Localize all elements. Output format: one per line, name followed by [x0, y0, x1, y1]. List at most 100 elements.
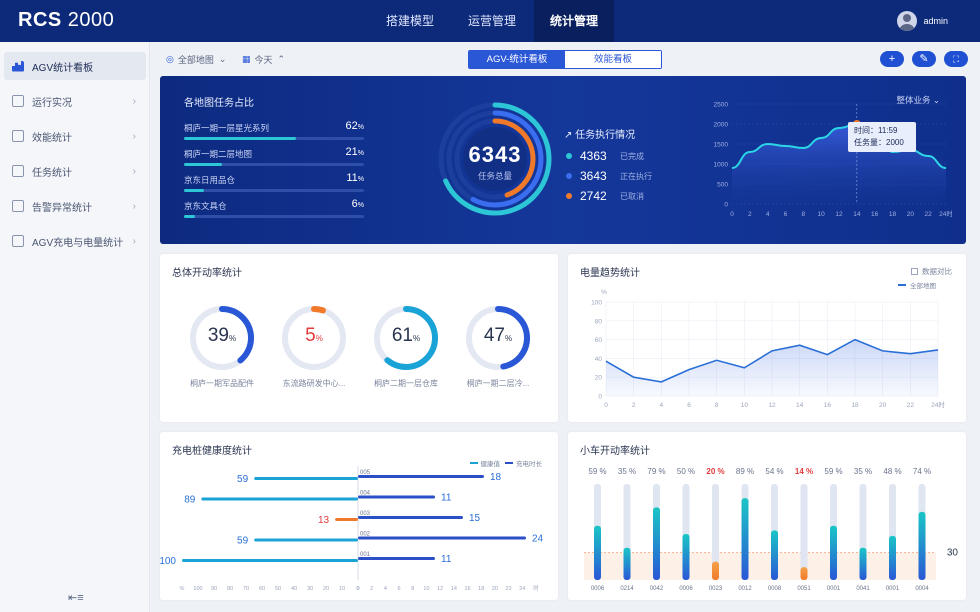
sidebar-item-tasks[interactable]: 任务统计 › [4, 157, 146, 185]
map-share-row: 桐庐一期二层地图 21% [184, 146, 364, 166]
health-bar[interactable] [182, 559, 358, 562]
health-bar[interactable] [254, 477, 358, 480]
x-tick-label: 4 [660, 402, 664, 409]
rate-ring[interactable]: 61% 桐庐二期一层仓库 [372, 304, 440, 388]
car-bar[interactable] [653, 507, 660, 580]
sidebar-item-agv-dashboard[interactable]: AGV统计看板 [4, 52, 146, 80]
x-tick-label: % [180, 586, 185, 592]
car-rate-label: 35 % [618, 467, 636, 476]
document-icon [12, 235, 24, 247]
ring-label: 桐庐一期二层冷... [466, 379, 530, 388]
x-tick-label: 16 [871, 211, 879, 218]
rate-ring[interactable]: 5% 东流路研发中心... [280, 304, 348, 388]
car-bar[interactable] [859, 547, 867, 580]
car-bar[interactable] [623, 547, 631, 580]
health-legend: 健康值 [469, 458, 500, 468]
add-button[interactable]: + [880, 51, 904, 67]
car-rate-label: 59 % [824, 467, 842, 476]
nav-build-model[interactable]: 搭建模型 [385, 14, 434, 28]
rate-ring-graphic [190, 306, 254, 370]
x-tick-label: 10 [423, 586, 429, 592]
nav-operations[interactable]: 运营管理 [467, 14, 516, 28]
rate-ring-graphic [466, 306, 530, 370]
nav-statistics[interactable]: 统计管理 [534, 0, 614, 42]
map-share-label: 桐庐一期二层地图 [184, 149, 253, 159]
car-bar-track [712, 484, 719, 580]
car-rate-label: 50 % [677, 467, 695, 476]
health-bar[interactable] [335, 518, 358, 521]
trend-icon: ↗ [564, 130, 573, 141]
duration-bar[interactable] [358, 475, 484, 478]
x-tick-label: 0 [356, 586, 359, 592]
sidebar: AGV统计看板 运行实况 › 效能统计 › 任务统计 › 告警异常统计 › AG… [0, 42, 150, 612]
charger-id-label: 003 [360, 511, 371, 517]
tooltip-time: 时间：11:59 [854, 126, 898, 135]
tab-efficiency-dashboard[interactable]: 效能看板 [565, 51, 661, 68]
rate-ring-graphic [282, 306, 346, 370]
car-bar[interactable] [918, 511, 926, 580]
map-share-track [184, 163, 364, 166]
car-bar[interactable] [741, 498, 749, 580]
car-id-label: 0006 [679, 586, 693, 592]
car-id-label: 0041 [856, 586, 870, 592]
threshold-zone [584, 552, 936, 580]
duration-bar[interactable] [358, 516, 463, 519]
user-name: admin [923, 16, 948, 26]
duration-bar[interactable] [358, 557, 435, 560]
main-nav: 搭建模型 运营管理 统计管理 [370, 0, 616, 42]
tab-agv-dashboard[interactable]: AGV-统计看板 [469, 51, 565, 68]
x-tick-label: 24 [519, 586, 525, 592]
map-share-row: 桐庐一期一层星光系列 62% [184, 120, 364, 140]
car-bar[interactable] [594, 525, 601, 580]
chevron-right-icon: › [132, 200, 136, 212]
edit-button[interactable]: ✎ [912, 51, 936, 67]
completed-ring [438, 102, 552, 216]
x-tick-label: 2 [748, 211, 752, 218]
area-filter-dropdown[interactable]: ◎ 全部地图 ⌄ [166, 53, 226, 66]
battery-trend-card: 电量趋势统计 数据对比 全部地图 % 0 20 40 60 80 100 0 2 4 6 8 10 12 1… [568, 254, 966, 422]
duration-bar[interactable] [358, 536, 526, 540]
x-tick-label: 90 [211, 586, 217, 592]
map-share-track [184, 215, 364, 218]
document-icon [12, 200, 24, 212]
exec-value: 2742 [580, 189, 607, 203]
sidebar-item-alarms[interactable]: 告警异常统计 › [4, 192, 146, 220]
car-rate-label: 79 % [647, 467, 665, 476]
card-title: 小车开动率统计 [580, 446, 650, 457]
map-share-row: 京东文具仓 6% [184, 198, 364, 218]
x-tick-label: 0 [356, 586, 359, 592]
collapse-sidebar-icon[interactable]: ⇤≡ [68, 592, 84, 604]
health-value: 13 [318, 515, 330, 526]
business-dropdown[interactable]: 整体业务 ⌄ [896, 95, 940, 105]
car-bar[interactable] [712, 561, 719, 580]
rate-ring[interactable]: 39% 桐庐一期军品配件 [188, 304, 256, 388]
duration-legend: 充电时长 [505, 458, 542, 468]
car-bar[interactable] [889, 535, 896, 580]
duration-bar[interactable] [358, 495, 435, 499]
health-bar[interactable] [254, 538, 358, 542]
dashboard-tabs: AGV-统计看板 效能看板 [468, 50, 662, 69]
car-bar[interactable] [830, 525, 837, 580]
car-bar[interactable] [682, 534, 690, 580]
car-bar[interactable] [771, 530, 778, 580]
sidebar-item-charging[interactable]: AGV充电与电量统计 › [4, 227, 146, 255]
task-trend-chart: 0 500 1000 1500 2000 2500 0 2 4 6 8 10 12 14 16 18 20 22 2… [714, 102, 952, 219]
task-total-label: 任务总量 [477, 171, 512, 181]
x-tick-label: 22 [506, 586, 512, 592]
car-bar[interactable] [800, 567, 808, 580]
fullscreen-button[interactable]: ⛶ [944, 51, 968, 67]
exec-row-completed: 4363 已完成 [566, 149, 644, 163]
legend-label: 全部地图 [910, 283, 936, 290]
map-share-fill [184, 215, 195, 218]
date-filter-dropdown[interactable]: ▦ 今天 ⌃ [242, 53, 285, 66]
app-logo[interactable]: RCS 2000 [18, 9, 115, 31]
rate-ring[interactable]: 47% 桐庐一期二层冷... [464, 304, 532, 388]
compare-checkbox[interactable]: 数据对比 [911, 266, 952, 277]
health-bar[interactable] [201, 497, 358, 501]
sidebar-item-runtime[interactable]: 运行实况 › [4, 87, 146, 115]
y-axis-unit: % [601, 289, 607, 296]
car-bar-track [800, 484, 808, 580]
sidebar-item-efficiency[interactable]: 效能统计 › [4, 122, 146, 150]
user-menu[interactable]: admin [897, 11, 948, 31]
map-share-value: 11% [346, 172, 364, 184]
